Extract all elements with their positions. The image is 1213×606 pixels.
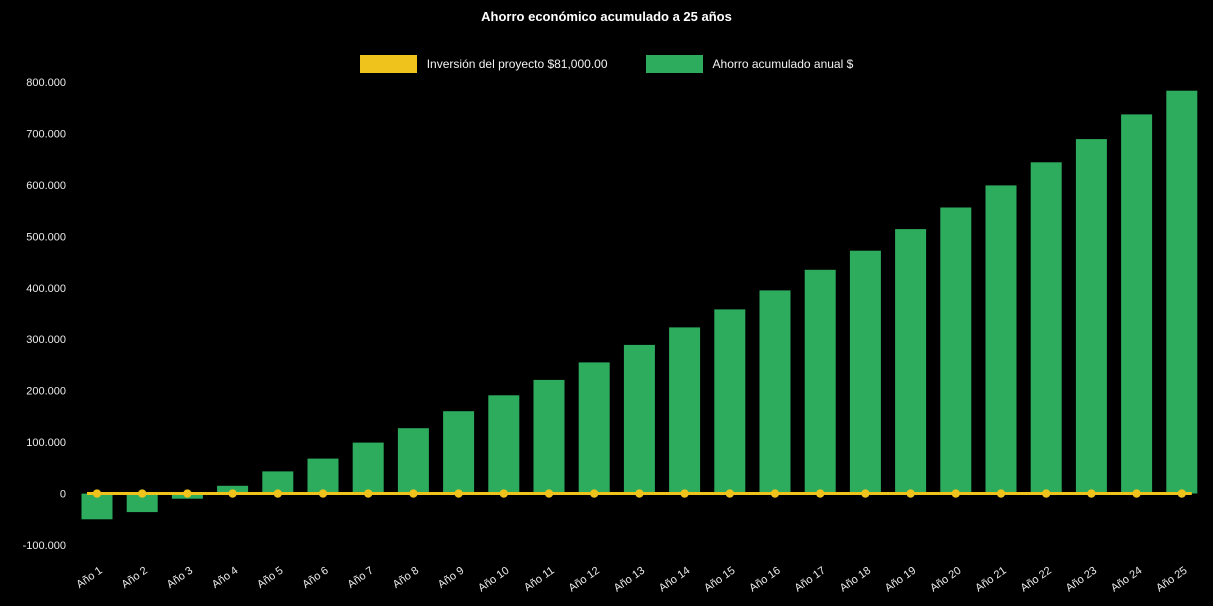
x-axis-label: Año 21	[973, 565, 1008, 595]
bar-año-13	[623, 344, 655, 494]
legend-label: Inversión del proyecto $81,000.00	[426, 57, 608, 71]
bar-año-23	[1075, 139, 1107, 494]
x-axis-label: Año 20	[928, 565, 963, 595]
y-tick-label: 0	[60, 489, 66, 501]
y-tick-label: 400.000	[26, 283, 66, 295]
legend-item-0[interactable]: Inversión del proyecto $81,000.00	[359, 55, 608, 73]
investment-line-marker	[906, 489, 915, 498]
investment-line-marker	[861, 489, 870, 498]
x-axis-label: Año 3	[165, 565, 195, 591]
bar-año-18	[849, 250, 881, 494]
x-axis-label: Año 9	[436, 565, 466, 591]
legend-swatch-icon	[359, 55, 417, 73]
investment-line-marker	[725, 489, 734, 498]
bar-año-21	[985, 185, 1017, 494]
x-axis-label: Año 23	[1064, 565, 1099, 595]
bar-año-6	[307, 458, 339, 494]
x-axis-label: Año 4	[210, 565, 240, 591]
investment-line-marker	[499, 489, 508, 498]
investment-line-marker	[996, 489, 1006, 498]
y-tick-label: 300.000	[26, 334, 66, 346]
x-axis-label: Año 7	[345, 565, 375, 591]
investment-line-marker	[770, 489, 780, 498]
x-axis-label: Año 10	[476, 565, 511, 595]
y-tick-label: 100.000	[26, 437, 66, 449]
bar-año-24	[1121, 114, 1153, 494]
x-axis-label: Año 1	[74, 565, 104, 591]
x-axis-label: Año 8	[391, 565, 421, 591]
investment-line-marker	[409, 489, 418, 498]
bar-año-1	[81, 493, 113, 520]
investment-line-marker	[183, 489, 192, 498]
x-axis-label: Año 6	[300, 565, 330, 591]
bar-año-5	[262, 471, 294, 494]
investment-line-marker	[590, 489, 599, 498]
x-axis-label: Año 2	[119, 565, 149, 591]
x-axis-label: Año 24	[1109, 565, 1144, 595]
bar-año-17	[804, 269, 836, 494]
x-axis-label: Año 22	[1018, 565, 1053, 595]
x-axis-label: Año 16	[747, 565, 782, 595]
investment-line-marker	[273, 489, 282, 498]
y-tick-label: 500.000	[26, 231, 66, 243]
investment-line-marker	[138, 489, 147, 498]
investment-line-marker	[1087, 489, 1096, 498]
x-axis-label: Año 18	[838, 565, 873, 595]
investment-line-marker	[1177, 489, 1187, 498]
bar-año-12	[578, 362, 610, 494]
bar-año-11	[533, 379, 565, 494]
legend-item-1[interactable]: Ahorro acumulado anual $	[645, 55, 854, 73]
x-axis-label: Año 14	[657, 565, 692, 595]
y-tick-label: 800.000	[26, 77, 66, 89]
investment-line-marker	[951, 489, 960, 498]
bar-año-10	[488, 395, 520, 494]
y-tick-label: 600.000	[26, 180, 66, 192]
investment-line-marker	[318, 489, 328, 498]
bar-año-25	[1166, 90, 1198, 494]
y-tick-label: 200.000	[26, 386, 66, 398]
investment-line-marker	[228, 489, 237, 498]
bar-año-8	[397, 428, 429, 494]
x-axis-label: Año 17	[792, 565, 827, 595]
bar-año-14	[669, 327, 701, 494]
bar-año-16	[759, 290, 791, 494]
x-axis-label: Año 19	[883, 565, 918, 595]
x-axis-label: Año 11	[522, 565, 557, 594]
chart-title: Ahorro económico acumulado a 25 años	[481, 9, 732, 24]
investment-line-marker	[454, 489, 463, 498]
x-axis-label: Año 25	[1154, 565, 1189, 595]
x-axis-label: Año 13	[612, 565, 647, 595]
investment-line-marker	[544, 489, 554, 498]
bar-año-19	[895, 229, 927, 494]
bar-año-9	[443, 411, 475, 494]
investment-line-marker	[816, 489, 825, 498]
x-axis-label: Año 5	[255, 565, 285, 591]
legend-swatch-icon	[645, 55, 703, 73]
bar-año-2	[126, 493, 158, 513]
y-tick-label: -100.000	[23, 540, 66, 552]
investment-line-marker	[1132, 489, 1141, 498]
x-axis-label: Año 12	[566, 565, 601, 595]
y-tick-label: 700.000	[26, 128, 66, 140]
bar-año-7	[352, 442, 384, 494]
bar-año-15	[714, 309, 746, 494]
chart-legend: Inversión del proyecto $81,000.00 Ahorro …	[0, 55, 1213, 73]
x-axis-label: Año 15	[702, 565, 737, 595]
bar-año-22	[1030, 162, 1062, 494]
legend-label: Ahorro acumulado anual $	[712, 57, 854, 71]
bar-año-20	[940, 207, 972, 494]
investment-line-marker	[1042, 489, 1051, 498]
investment-line-marker	[635, 489, 644, 498]
investment-line-marker	[680, 489, 689, 498]
investment-line-marker	[92, 489, 102, 498]
investment-line-marker	[364, 489, 373, 498]
